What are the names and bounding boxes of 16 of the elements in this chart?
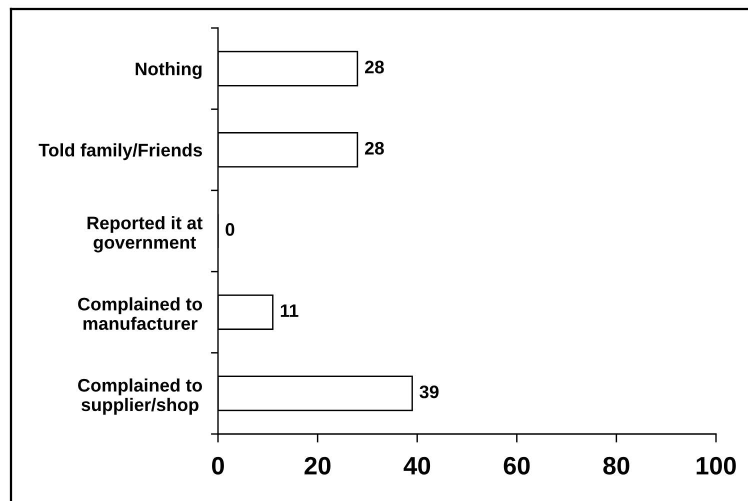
x-tick-label: 40 (404, 456, 430, 475)
data-label: 11 (280, 304, 298, 317)
data-label: 0 (226, 223, 234, 236)
x-tick-label: 80 (603, 456, 630, 475)
x-tick-label: 100 (696, 456, 736, 475)
y-tick-label: Reported it at government (88, 216, 203, 252)
x-tick-label: 20 (304, 456, 330, 475)
y-tick-label: Complained to supplier/shop (78, 378, 202, 415)
x-tick-label: 0 (212, 456, 224, 475)
x-tick-label: 60 (504, 456, 530, 475)
y-tick-label: Nothing (136, 62, 202, 79)
data-label: 28 (365, 60, 384, 74)
y-tick-label: Complained to manufacturer (78, 297, 202, 330)
y-tick-label: Told family/Friends (38, 143, 202, 160)
data-label: 28 (365, 142, 384, 155)
data-label: 39 (420, 385, 439, 398)
